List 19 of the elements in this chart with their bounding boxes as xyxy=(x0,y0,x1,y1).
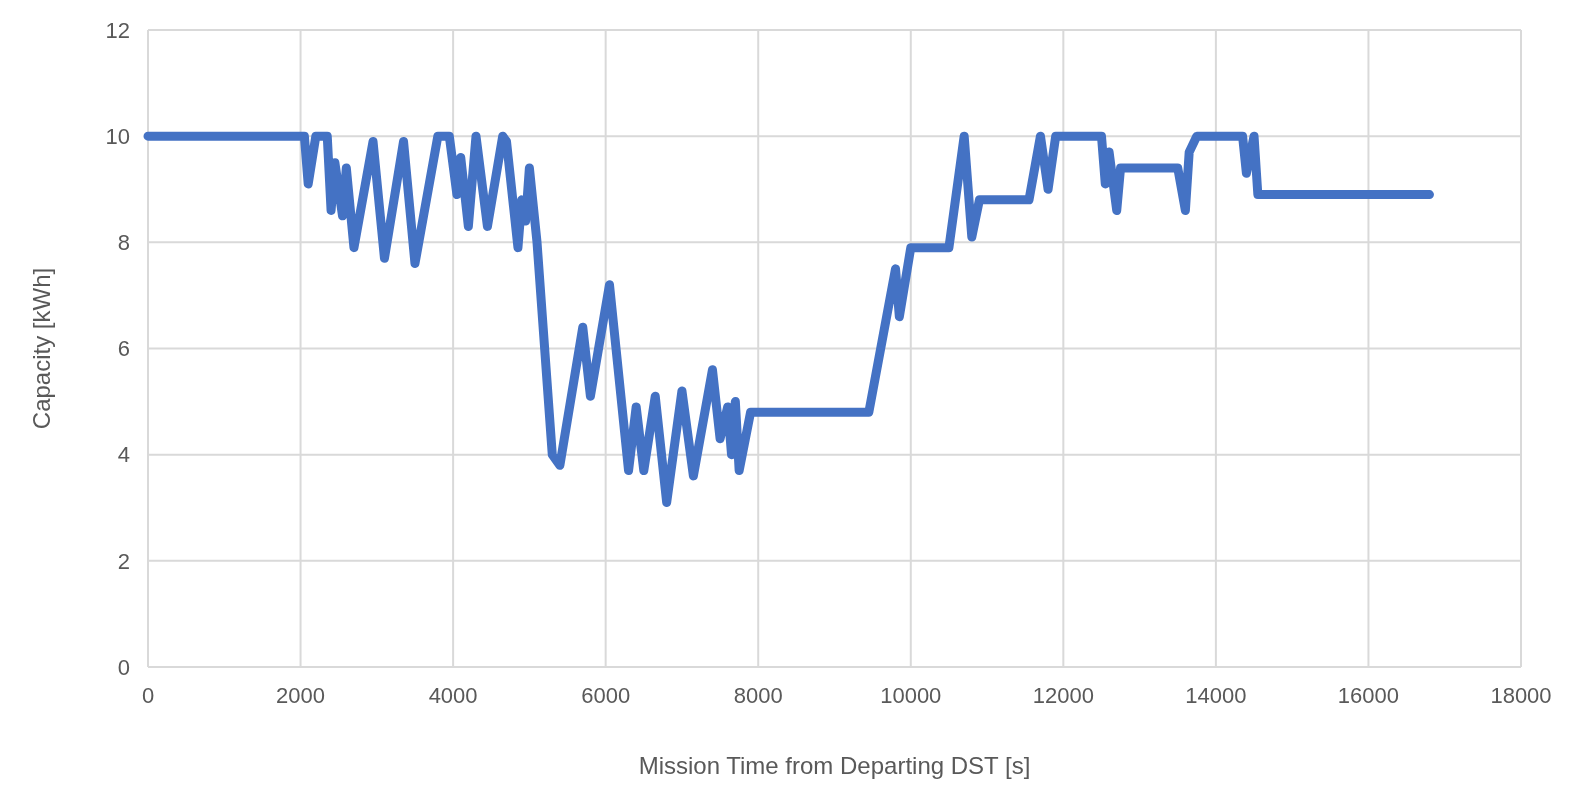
y-tick-label: 4 xyxy=(117,442,130,468)
x-tick-label: 6000 xyxy=(581,683,631,708)
y-tick-label: 12 xyxy=(105,17,130,43)
x-tick-label: 0 xyxy=(141,683,155,708)
x-axis-title: Mission Time from Departing DST [s] xyxy=(638,752,1031,779)
y-tick-label: 10 xyxy=(105,123,130,149)
x-tick-label: 2000 xyxy=(276,683,326,708)
x-tick-label: 10000 xyxy=(880,683,942,708)
y-tick-label: 8 xyxy=(117,230,130,256)
x-tick-label: 16000 xyxy=(1337,683,1400,708)
x-tick-label: 4000 xyxy=(428,683,478,708)
y-tick-label: 0 xyxy=(117,654,130,680)
y-tick-label: 6 xyxy=(117,336,130,362)
x-tick-label: 14000 xyxy=(1185,683,1247,708)
x-tick-label: 8000 xyxy=(733,683,783,708)
x-tick-label: 12000 xyxy=(1032,683,1094,708)
y-tick-label: 2 xyxy=(117,548,130,574)
y-axis-title: Capacity [kWh] xyxy=(28,267,55,430)
x-tick-label: 18000 xyxy=(1490,683,1552,708)
